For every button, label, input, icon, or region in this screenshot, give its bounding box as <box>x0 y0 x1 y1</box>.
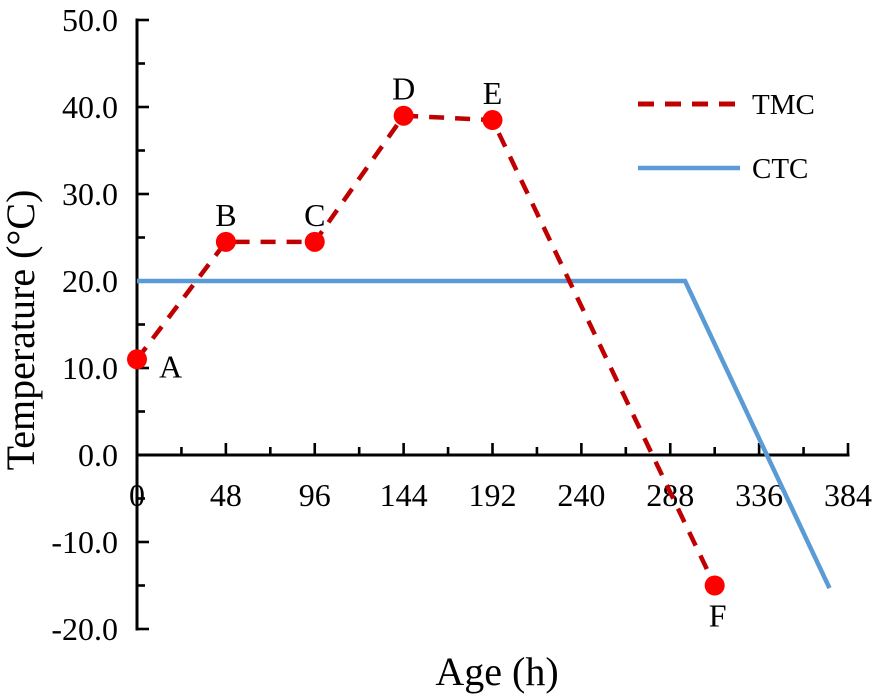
y-tick-label: 30.0 <box>62 176 118 212</box>
legend-label-ctc: CTC <box>752 153 808 185</box>
point-label-e: E <box>483 75 503 111</box>
point-label-f: F <box>709 598 727 634</box>
x-axis-title: Age (h) <box>435 649 558 694</box>
x-tick-label: 240 <box>557 477 605 513</box>
data-point-a <box>127 349 147 370</box>
legend: TMC CTC <box>638 89 815 185</box>
y-tick-label: -20.0 <box>51 611 118 647</box>
point-label-a: A <box>159 348 182 384</box>
x-tick-label: 96 <box>299 477 331 513</box>
tick-labels: -20.0-10.00.010.020.030.040.050.00489614… <box>51 2 872 647</box>
y-tick-label: -10.0 <box>51 524 118 560</box>
point-label-b: B <box>215 197 236 233</box>
point-label-c: C <box>304 197 325 233</box>
y-tick-label: 10.0 <box>62 350 118 386</box>
data-point-d <box>393 105 414 126</box>
y-tick-label: 40.0 <box>62 89 118 125</box>
data-point-e <box>482 110 503 131</box>
legend-label-tmc: TMC <box>752 89 815 121</box>
y-tick-label: 0.0 <box>78 437 118 473</box>
axis-titles: Age (h) Temperature (°C) <box>0 190 559 694</box>
data-point-c <box>304 231 325 252</box>
data-point-markers <box>127 105 725 596</box>
data-point-labels: A B C D E F <box>159 71 727 634</box>
y-axis-title: Temperature (°C) <box>0 190 43 471</box>
x-tick-label: 48 <box>210 477 242 513</box>
series-line-tmc <box>135 113 717 587</box>
x-tick-label: 384 <box>824 477 872 513</box>
series-lines <box>135 113 832 590</box>
x-tick-label: 144 <box>380 477 428 513</box>
series-line-ctc <box>137 278 832 590</box>
x-tick-label: 192 <box>469 477 517 513</box>
point-label-d: D <box>392 71 415 107</box>
y-tick-label: 50.0 <box>62 2 118 38</box>
y-tick-label: 20.0 <box>62 263 118 299</box>
data-point-b <box>215 231 236 252</box>
data-point-f <box>704 575 725 596</box>
x-tick-label: 336 <box>735 477 783 513</box>
